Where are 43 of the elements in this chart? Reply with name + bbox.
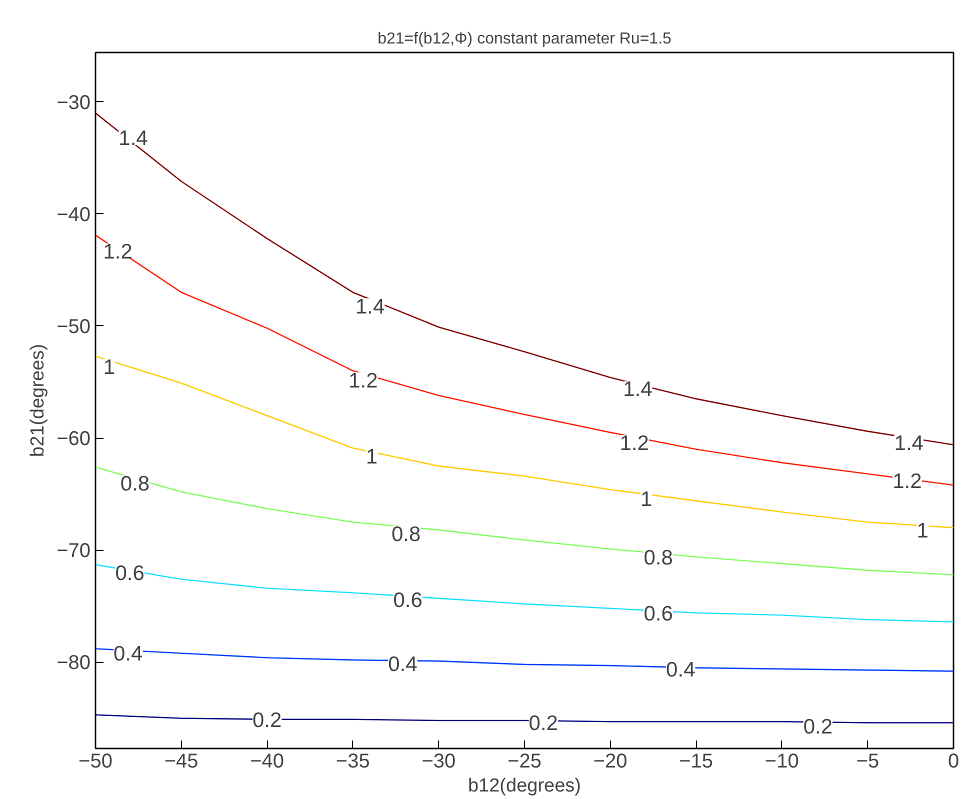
x-tick-label: 0 — [948, 750, 960, 772]
annotation: 0.4 — [388, 652, 418, 676]
annotation: 1 — [366, 445, 378, 468]
x-tick-label: −45 — [164, 750, 198, 772]
annotation: 1.4 — [894, 432, 924, 456]
x-tick-label: −5 — [856, 750, 880, 772]
annotation: 1.2 — [892, 470, 922, 494]
annotation: 0.6 — [115, 562, 144, 586]
x-tick-label: −15 — [679, 750, 714, 772]
chart-title: b21=f(b12,Φ) constant parameter Ru=1.5 — [378, 30, 672, 48]
annotation: 0.8 — [392, 522, 421, 546]
annotation: 0.6 — [644, 602, 673, 626]
x-tick-label: −10 — [764, 750, 799, 772]
x-tick-label: −35 — [336, 750, 370, 772]
annotation: 0.2 — [803, 716, 833, 739]
x-tick-label: −50 — [78, 750, 112, 772]
annotation: 0.8 — [644, 546, 673, 570]
annotation: 0.2 — [528, 712, 558, 736]
annotation: 1.4 — [623, 378, 653, 402]
y-tick-label: −80 — [56, 652, 91, 674]
annotation: 1 — [640, 488, 652, 512]
annotation: 1.2 — [620, 432, 649, 456]
x-tick-label: −20 — [593, 750, 628, 772]
annotation: 1.2 — [103, 240, 132, 264]
y-tick-label: −40 — [56, 204, 91, 226]
annotation: 0.8 — [120, 472, 150, 496]
x-tick-label: −40 — [250, 750, 284, 772]
x-tick-label: −25 — [508, 750, 542, 772]
y-axis-title: b21(degrees) — [28, 344, 49, 458]
annotation: 0.6 — [393, 588, 422, 612]
annotation: 1 — [103, 356, 116, 379]
annotation: 1 — [916, 519, 928, 542]
y-tick-label: −60 — [56, 428, 91, 450]
annotation: 0.4 — [666, 658, 696, 682]
y-tick-label: −70 — [56, 540, 91, 562]
annotation: 0.4 — [114, 642, 144, 666]
annotation: 1.2 — [348, 369, 378, 392]
annotation: 1.4 — [355, 295, 385, 318]
y-tick-label: −30 — [56, 92, 91, 114]
x-tick-label: −30 — [422, 750, 456, 772]
x-axis-title: b12(degrees) — [468, 776, 582, 796]
annotation: 1.4 — [118, 127, 148, 150]
y-tick-label: −50 — [56, 316, 91, 338]
